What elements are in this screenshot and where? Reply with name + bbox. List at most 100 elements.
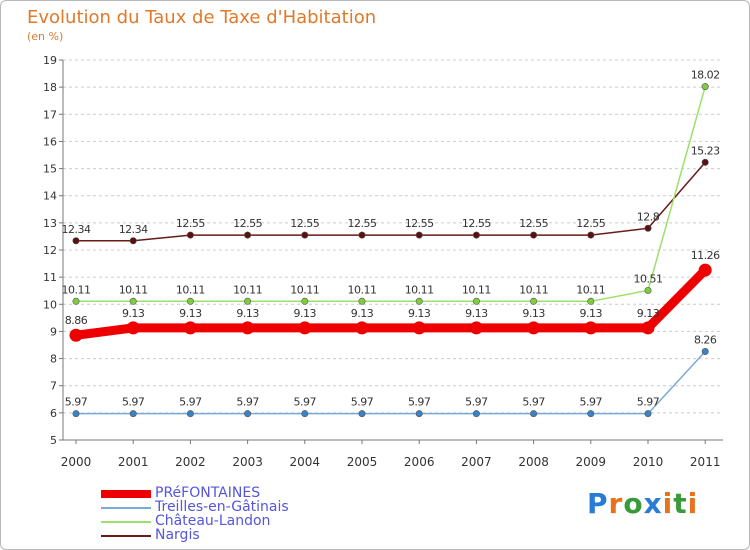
data-point-chateau-landon [129,297,137,305]
x-tick-label: 2008 [518,455,549,469]
data-point-chateau-landon [72,297,80,305]
data-label-nargis: 12.55 [462,217,491,230]
y-tick-label: 8 [50,353,57,366]
logo-letter: r [608,487,624,520]
data-label-chateau-landon: 10.11 [119,283,148,296]
data-point-prefontaines [355,321,369,335]
y-tick-label: 19 [43,54,57,67]
legend-label-prefontaines: PRéFONTAINES [155,485,261,501]
series-line-nargis [75,161,706,242]
data-label-prefontaines: 8.86 [65,314,88,327]
series-line-prefontaines [71,265,710,340]
x-tick-label: 2003 [232,455,263,469]
y-tick-label: 18 [43,81,57,94]
y-tick-label: 10 [43,298,57,311]
y-tick-label: 13 [43,217,57,230]
x-tick-label: 2001 [118,455,149,469]
data-point-treilles-en-gatinais [587,410,595,418]
data-label-prefontaines: 11.26 [691,249,720,262]
x-tick-label: 2009 [576,455,607,469]
data-point-chateau-landon [415,297,423,305]
data-point-nargis [415,231,423,239]
grid-lines [63,59,723,441]
data-label-nargis: 12.8 [637,210,660,223]
x-tick-label: 2002 [175,455,206,469]
data-point-treilles-en-gatinais [186,410,194,418]
data-point-treilles-en-gatinais [301,410,309,418]
data-label-prefontaines: 9.13 [408,307,431,320]
data-point-treilles-en-gatinais [72,410,80,418]
data-label-prefontaines: 9.13 [637,307,660,320]
data-label-chateau-landon: 10.11 [62,283,91,296]
data-label-prefontaines: 9.13 [179,307,202,320]
data-point-prefontaines [641,321,655,335]
data-label-chateau-landon: 10.11 [576,283,605,296]
data-label-nargis: 12.55 [519,217,548,230]
x-tick-label: 2004 [290,455,321,469]
data-label-nargis: 15.23 [691,144,720,157]
series-lines [71,85,710,415]
logo-letter: i [662,487,674,520]
data-label-treilles-en-gatinais: 8.26 [694,334,717,347]
y-tick-label: 5 [50,434,57,447]
data-label-prefontaines: 9.13 [580,307,603,320]
data-label-nargis: 12.55 [576,217,605,230]
y-tick-label: 16 [43,135,57,148]
series-line-treilles-en-gatinais [75,350,706,415]
data-point-nargis [358,231,366,239]
y-tick-label: 11 [43,271,57,284]
data-point-prefontaines [698,263,712,277]
y-tick-label: 7 [50,380,57,393]
y-tick-label: 17 [43,108,57,121]
axes: 5 6 7 8 9 10 11 12 13 14 15 16 17 18 19 2000 2001 2002 200… [43,54,723,469]
data-label-nargis: 12.34 [62,223,91,236]
data-label-treilles-en-gatinais: 5.97 [465,396,488,409]
data-point-treilles-en-gatinais [415,410,423,418]
y-tick-label: 14 [43,190,57,203]
data-point-nargis [587,231,595,239]
data-label-prefontaines: 9.13 [522,307,545,320]
data-point-nargis [701,158,709,166]
logo-letter: x [643,487,663,520]
data-point-treilles-en-gatinais [701,348,709,356]
data-point-prefontaines [241,321,255,335]
logo-letter: t [673,487,688,520]
data-label-nargis: 12.55 [405,217,434,230]
x-tick-label: 2011 [690,455,721,469]
data-point-nargis [472,231,480,239]
data-point-treilles-en-gatinais [129,410,137,418]
data-label-chateau-landon: 10.11 [405,283,434,296]
logo-letter: o [623,487,644,520]
data-label-chateau-landon: 10.11 [290,283,319,296]
legend-label-treilles-en-gatinais: Treilles-en-Gâtinais [155,499,289,515]
data-point-chateau-landon [358,297,366,305]
data-point-treilles-en-gatinais [644,410,652,418]
x-tick-label: 2006 [404,455,435,469]
data-label-treilles-en-gatinais: 5.97 [236,396,259,409]
data-point-chateau-landon [701,83,709,91]
y-tick-label: 12 [43,244,57,257]
data-label-treilles-en-gatinais: 5.97 [637,396,660,409]
legend-label-chateau-landon: Château-Landon [155,513,271,529]
proxiti-logo: Proxiti [587,487,698,520]
chart-title: Evolution du Taux de Taxe d'Habitation [27,7,377,28]
data-label-nargis: 12.55 [233,217,262,230]
data-point-prefontaines [183,321,197,335]
data-point-chateau-landon [301,297,309,305]
data-label-treilles-en-gatinais: 5.97 [408,396,431,409]
data-label-treilles-en-gatinais: 5.97 [522,396,545,409]
data-point-nargis [186,231,194,239]
data-label-treilles-en-gatinais: 5.97 [351,396,374,409]
data-point-treilles-en-gatinais [244,410,252,418]
x-tick-label: 2005 [347,455,378,469]
data-label-nargis: 12.55 [348,217,377,230]
data-label-prefontaines: 9.13 [236,307,259,320]
data-point-nargis [244,231,252,239]
data-label-chateau-landon: 10.11 [176,283,205,296]
data-label-treilles-en-gatinais: 5.97 [294,396,317,409]
legend-swatch-prefontaines [101,490,151,498]
data-point-chateau-landon [530,297,538,305]
data-point-treilles-en-gatinais [358,410,366,418]
data-label-chateau-landon: 18.02 [691,69,720,82]
